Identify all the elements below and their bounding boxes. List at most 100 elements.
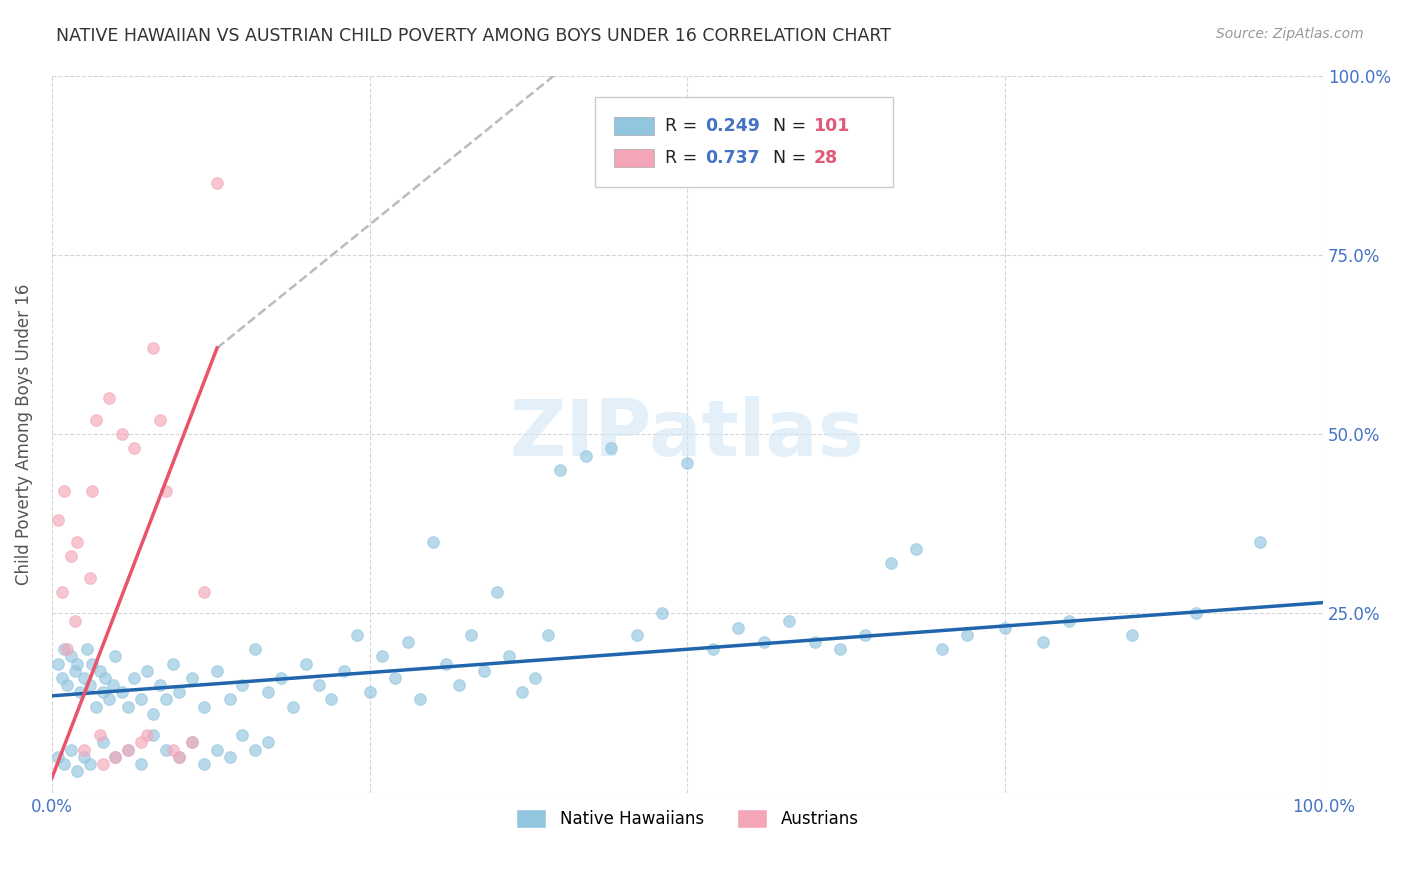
Point [69, 685, 91, 699]
Point [994, 621, 1017, 635]
Text: 101: 101 [813, 117, 849, 135]
Point [931, 642, 953, 657]
Point [84, 413, 107, 427]
Point [94, 671, 117, 685]
Point [84, 699, 107, 714]
Point [124, 671, 146, 685]
Point [66, 534, 89, 549]
Point [205, 742, 228, 756]
Point [205, 664, 228, 678]
Point [162, 657, 184, 671]
Point [447, 678, 470, 692]
Point [434, 657, 457, 671]
Point [56, 678, 79, 692]
Y-axis label: Child Poverty Among Boys Under 16: Child Poverty Among Boys Under 16 [15, 284, 32, 585]
Point [180, 735, 202, 749]
Text: 28: 28 [813, 149, 838, 167]
Legend: Native Hawaiians, Austrians: Native Hawaiians, Austrians [510, 802, 865, 835]
Point [104, 649, 127, 664]
Point [498, 649, 520, 664]
Point [828, 642, 851, 657]
Text: N =: N = [773, 149, 811, 167]
Point [523, 671, 546, 685]
Point [880, 556, 903, 570]
Text: R =: R = [665, 149, 703, 167]
Point [149, 678, 172, 692]
Point [53, 756, 76, 771]
Point [193, 756, 215, 771]
Point [97, 692, 120, 706]
Point [180, 671, 202, 685]
Point [346, 628, 368, 642]
Point [243, 742, 266, 756]
Point [142, 728, 165, 742]
Point [104, 749, 127, 764]
Point [752, 635, 775, 649]
Point [550, 463, 572, 477]
Point [53, 642, 76, 657]
Point [295, 657, 318, 671]
Point [396, 635, 419, 649]
Point [231, 728, 253, 742]
Point [66, 657, 89, 671]
Point [46, 513, 69, 527]
Point [651, 607, 673, 621]
Point [600, 442, 623, 456]
Point [91, 685, 114, 699]
Point [167, 685, 190, 699]
Point [321, 692, 343, 706]
Point [79, 570, 101, 584]
Point [460, 628, 482, 642]
Text: ZIPatlas: ZIPatlas [510, 396, 865, 472]
Point [104, 749, 127, 764]
Point [89, 728, 111, 742]
Point [855, 628, 877, 642]
Point [1185, 607, 1208, 621]
Point [727, 621, 749, 635]
Point [63, 664, 86, 678]
Text: R =: R = [665, 117, 703, 135]
Point [536, 628, 558, 642]
Point [129, 756, 152, 771]
Point [308, 678, 330, 692]
Point [510, 685, 533, 699]
Point [371, 649, 394, 664]
Point [243, 642, 266, 657]
Point [218, 749, 240, 764]
Point [59, 649, 82, 664]
Text: 0.737: 0.737 [706, 149, 759, 167]
Point [82, 484, 104, 499]
Point [193, 699, 215, 714]
Bar [613, 117, 654, 135]
Point [270, 671, 292, 685]
Point [51, 585, 73, 599]
Point [72, 671, 94, 685]
Point [56, 642, 79, 657]
Bar [613, 149, 654, 168]
Point [79, 678, 101, 692]
Text: Source: ZipAtlas.com: Source: ZipAtlas.com [1216, 27, 1364, 41]
Point [162, 742, 184, 756]
Text: 0.249: 0.249 [706, 117, 761, 135]
Point [79, 756, 101, 771]
Point [180, 735, 202, 749]
Point [167, 749, 190, 764]
Point [333, 664, 356, 678]
Point [283, 699, 305, 714]
Point [129, 735, 152, 749]
Point [97, 391, 120, 405]
Point [905, 541, 928, 556]
Point [142, 706, 165, 721]
Point [257, 685, 280, 699]
Point [218, 692, 240, 706]
Point [149, 413, 172, 427]
Point [117, 742, 139, 756]
Point [626, 628, 648, 642]
Point [101, 678, 124, 692]
Point [91, 756, 114, 771]
Point [359, 685, 381, 699]
Point [1057, 614, 1080, 628]
Point [117, 699, 139, 714]
Point [89, 664, 111, 678]
Point [676, 456, 699, 470]
